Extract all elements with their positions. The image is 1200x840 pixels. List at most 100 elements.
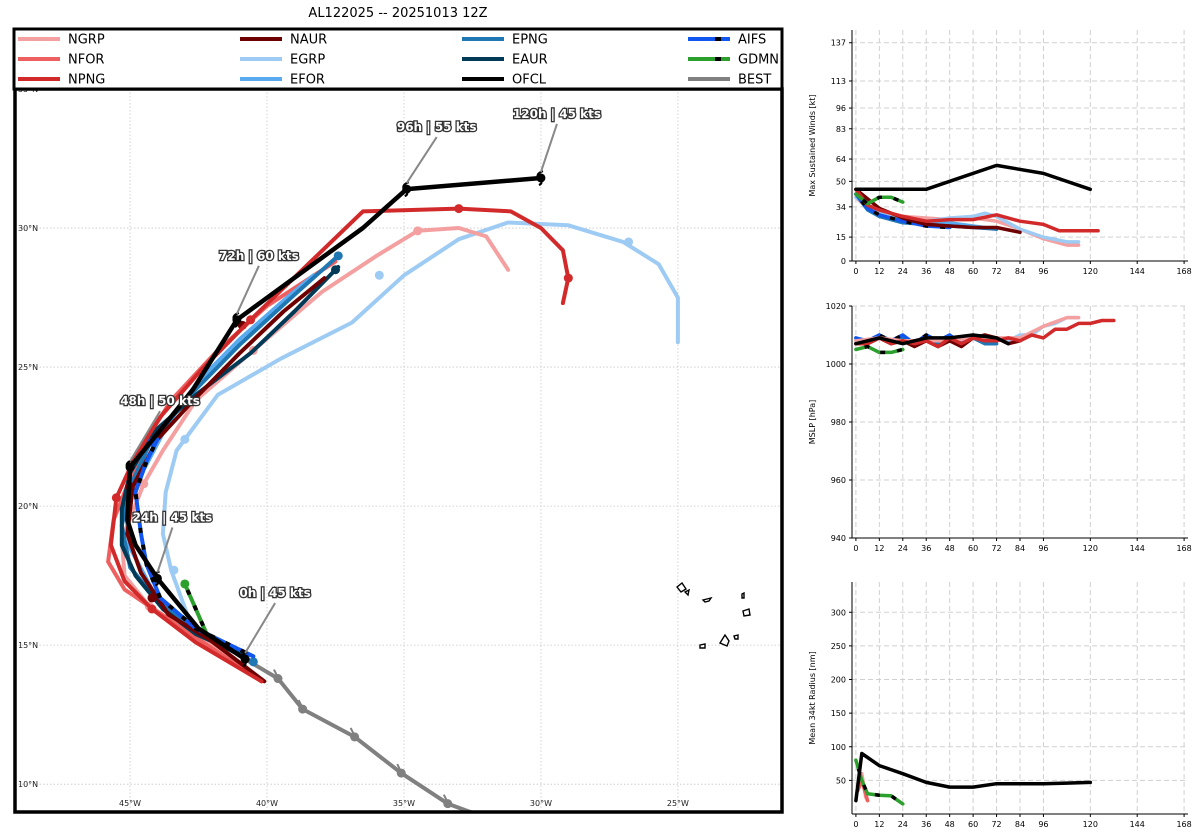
islands bbox=[676, 581, 751, 649]
lat-tick-label: 20°N bbox=[18, 502, 38, 511]
cyclone-arc bbox=[402, 181, 410, 198]
x-tick-label: 72 bbox=[991, 267, 1001, 276]
series-dash-aifs bbox=[854, 192, 950, 230]
y-axis-label: Mean 34kt Radius [nm] bbox=[808, 651, 817, 744]
y-tick-label: 300 bbox=[831, 608, 846, 617]
x-tick-label: 168 bbox=[1176, 820, 1191, 829]
legend-item-eaur: EAUR bbox=[462, 53, 548, 68]
legend-item-egrp: EGRP bbox=[240, 53, 325, 68]
x-tick-label: 12 bbox=[874, 544, 884, 553]
y-tick-label: 1020 bbox=[826, 302, 846, 311]
cyclone-symbol bbox=[402, 181, 410, 198]
cyclone-arc bbox=[232, 311, 240, 328]
x-tick-label: 144 bbox=[1130, 820, 1145, 829]
y-tick-label: 64 bbox=[836, 155, 846, 164]
island-shape bbox=[683, 588, 690, 597]
island-shape bbox=[733, 634, 739, 640]
track-marker-npng bbox=[111, 493, 121, 503]
annotation-leader bbox=[244, 602, 276, 654]
lon-tick-label: 35°W bbox=[393, 799, 415, 808]
cyclone-symbol bbox=[232, 311, 240, 328]
legend-label: NAUR bbox=[290, 33, 327, 48]
y-axis-label: Max Sustained Winds [kt] bbox=[808, 94, 817, 196]
legend-item-best: BEST bbox=[688, 73, 771, 88]
best-track-point bbox=[273, 674, 283, 684]
track-marker-npng bbox=[454, 204, 464, 214]
x-tick-label: 48 bbox=[945, 267, 955, 276]
intensity-panel: 0 12 24 36 48 60 72 84 96 120 144 168 0 15 34 50 64 83 96 1… bbox=[808, 30, 1192, 276]
lat-tick-label: 30°N bbox=[18, 224, 38, 233]
legend-item-ngrp: NGRP bbox=[18, 33, 105, 48]
annotation-label: 48h | 50 kts bbox=[120, 394, 200, 408]
x-tick-label: 96 bbox=[1038, 820, 1048, 829]
legend-item-npng: NPNG bbox=[18, 73, 105, 88]
legend-label: AIFS bbox=[738, 33, 766, 48]
y-tick-label: 940 bbox=[831, 534, 846, 543]
x-tick-label: 60 bbox=[968, 544, 978, 553]
annotation-leader bbox=[235, 265, 260, 315]
best-track-point bbox=[350, 732, 360, 742]
legend-label: EPNG bbox=[512, 33, 548, 48]
x-tick-label: 0 bbox=[853, 267, 858, 276]
series-line-ofcl bbox=[854, 333, 1011, 346]
y-tick-label: 15 bbox=[836, 233, 846, 242]
x-tick-label: 0 bbox=[853, 820, 858, 829]
series-dash-aifs bbox=[133, 438, 255, 659]
x-tick-label: 168 bbox=[1176, 544, 1191, 553]
cyclone-arc bbox=[240, 651, 248, 668]
track-marker-epng bbox=[333, 251, 343, 261]
legend-label: NPNG bbox=[68, 73, 105, 88]
series-line-npng bbox=[108, 206, 571, 684]
track-marker-npng bbox=[246, 315, 256, 325]
y-tick-label: 980 bbox=[831, 418, 846, 427]
radius-panel: 0 12 24 36 48 60 72 84 96 120 144 168 50 100 150 200 250… bbox=[808, 582, 1192, 829]
legend-label: NGRP bbox=[68, 33, 105, 48]
y-tick-label: 250 bbox=[831, 642, 846, 651]
annotation-leader bbox=[156, 527, 174, 573]
annotations: 0h | 45 kts 24h | 45 kts 48h | 50 kts 72h |… bbox=[119, 106, 602, 654]
island-shape bbox=[701, 596, 713, 603]
best-track-tick bbox=[396, 763, 402, 771]
island-shape bbox=[676, 581, 687, 593]
series-line-ofcl bbox=[125, 175, 544, 662]
annotation-label: 0h | 45 kts bbox=[239, 586, 310, 600]
cyclone-symbol bbox=[240, 651, 248, 668]
legend-item-gdmn: GDMN bbox=[688, 53, 779, 68]
x-tick-label: 36 bbox=[921, 267, 931, 276]
x-tick-label: 72 bbox=[991, 544, 1001, 553]
series-dash-gdmn bbox=[854, 192, 904, 206]
x-tick-label: 60 bbox=[968, 820, 978, 829]
cyclone-arc bbox=[536, 169, 544, 187]
x-tick-label: 12 bbox=[874, 267, 884, 276]
cyclone-arc bbox=[125, 459, 133, 476]
y-tick-label: 150 bbox=[831, 709, 846, 718]
annotation-label: 120h | 45 kts bbox=[513, 107, 601, 121]
legend-label: NFOR bbox=[68, 53, 104, 68]
legend-item-aifs: AIFS bbox=[688, 33, 766, 48]
y-tick-label: 137 bbox=[831, 39, 846, 48]
track-map-panel: 45°W 40°W 35°W 30°W 25°W 10°N 15°N 20°N 25°N 30°N… bbox=[13, 85, 784, 814]
island-shape bbox=[742, 608, 751, 617]
series-group bbox=[854, 315, 1116, 355]
tracks bbox=[106, 169, 680, 812]
island-shape bbox=[741, 591, 745, 599]
best-track-tick bbox=[273, 669, 278, 676]
best-track-tick bbox=[442, 794, 448, 802]
series-line-npng bbox=[854, 187, 1100, 233]
annotation-leader bbox=[539, 123, 558, 173]
y-tick-label: 1000 bbox=[826, 360, 846, 369]
x-tick-label: 60 bbox=[968, 267, 978, 276]
x-tick-label: 24 bbox=[898, 544, 908, 553]
y-tick-label: 83 bbox=[836, 125, 846, 134]
y-tick-label: 960 bbox=[831, 476, 846, 485]
lat-tick-label: 10°N bbox=[18, 780, 38, 789]
x-tick-label: 36 bbox=[921, 544, 931, 553]
legend-label: EAUR bbox=[512, 53, 548, 68]
x-tick-label: 144 bbox=[1130, 267, 1145, 276]
cyclone-arc bbox=[153, 570, 160, 587]
lon-tick-label: 40°W bbox=[256, 799, 278, 808]
annotation-leader bbox=[405, 136, 438, 184]
y-axis-label: MSLP [hPa] bbox=[808, 400, 817, 444]
legend-item-efor: EFOR bbox=[240, 73, 325, 88]
track-marker-egrp bbox=[624, 237, 634, 247]
